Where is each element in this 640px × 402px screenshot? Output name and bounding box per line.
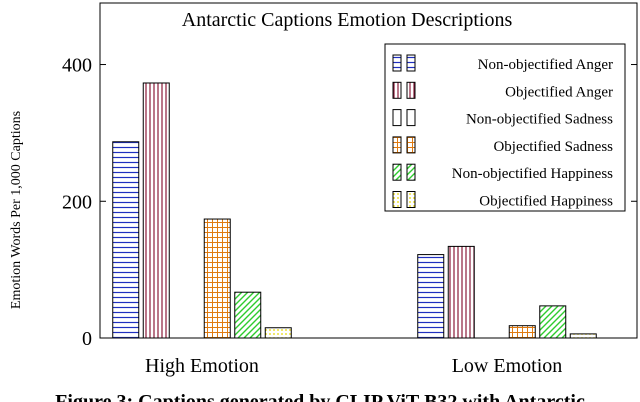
legend-swatch — [392, 81, 402, 99]
bar — [508, 325, 536, 339]
legend: Non-objectified Anger Objectified Anger No… — [384, 43, 626, 212]
bar — [234, 291, 262, 339]
x-tick-label: High Emotion — [145, 355, 259, 377]
bar — [112, 141, 140, 339]
legend-swatch — [406, 136, 416, 154]
x-tick-label: Low Emotion — [452, 355, 563, 377]
bar — [539, 305, 567, 339]
legend-label: Non-objectified Anger — [478, 57, 613, 73]
legend-swatch — [392, 54, 402, 72]
legend-label: Objectified Sadness — [493, 139, 613, 155]
legend-swatch — [406, 163, 416, 181]
bar-chart: Antarctic Captions Emotion Descriptions … — [9, 2, 638, 377]
bar — [447, 245, 475, 339]
y-tick-label: 200 — [62, 191, 92, 213]
legend-swatch — [392, 191, 402, 208]
bar — [142, 82, 170, 339]
legend-label: Non-objectified Happiness — [452, 166, 613, 182]
legend-label: Objectified Happiness — [479, 194, 613, 210]
legend-label: Non-objectified Sadness — [466, 112, 613, 128]
figure-caption: Figure 3: Captions generated by CLIP ViT… — [55, 391, 585, 402]
y-axis-label: Emotion Words Per 1,000 Captions — [9, 111, 24, 309]
bar — [417, 254, 445, 339]
bar-series — [112, 82, 597, 339]
y-tick-label: 0 — [82, 328, 92, 350]
bar — [569, 333, 597, 339]
legend-swatch — [392, 136, 402, 154]
plot-area — [99, 2, 638, 339]
x-axis-ticks: High Emotion Low Emotion — [145, 355, 562, 377]
legend-swatch — [406, 191, 416, 208]
legend-swatch — [392, 163, 402, 181]
bar — [203, 218, 231, 339]
legend-swatch — [392, 109, 402, 127]
bar — [264, 327, 292, 339]
legend-swatch — [406, 109, 416, 127]
y-axis-ticks: 0 200 400 — [62, 55, 637, 350]
legend-label: Objectified Anger — [505, 84, 613, 100]
legend-box — [384, 43, 626, 212]
legend-swatch — [406, 54, 416, 72]
y-tick-label: 400 — [62, 55, 92, 77]
chart-title: Antarctic Captions Emotion Descriptions — [182, 9, 513, 31]
legend-swatch — [406, 81, 416, 99]
